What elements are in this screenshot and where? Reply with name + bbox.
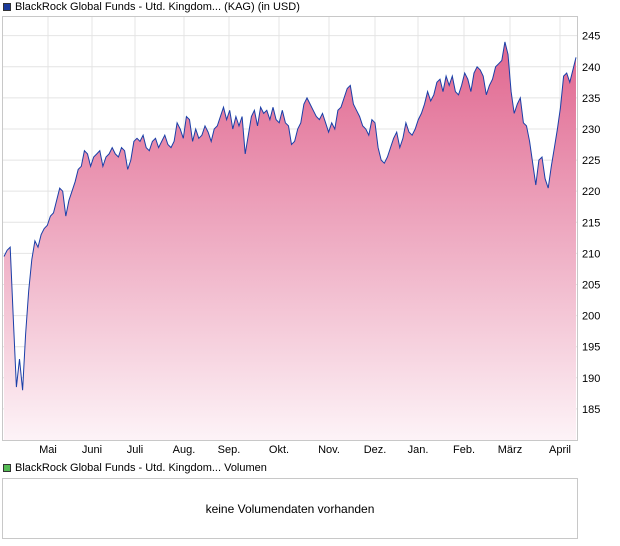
x-tick-label: Okt. [269,444,289,456]
price-chart: 185190195200205210215220225230235240245 … [3,17,600,456]
y-tick-label: 195 [582,342,600,354]
x-tick-label: Juli [127,444,144,456]
price-legend-swatch [3,3,11,11]
volume-legend-label: BlackRock Global Funds - Utd. Kingdom...… [15,462,267,474]
y-tick-label: 200 [582,311,600,323]
no-volume-message: keine Volumendaten vorhanden [205,501,375,516]
volume-legend: BlackRock Global Funds - Utd. Kingdom...… [3,461,267,475]
x-tick-label: Jan. [408,444,429,456]
x-tick-label: Nov. [318,444,340,456]
x-tick-label: Feb. [453,444,475,456]
y-tick-label: 215 [582,217,600,229]
volume-chart-panel: keine Volumendaten vorhanden [2,478,578,539]
x-tick-label: März [498,444,522,456]
volume-legend-swatch [3,464,11,472]
price-legend: BlackRock Global Funds - Utd. Kingdom...… [3,0,300,14]
y-tick-label: 245 [582,31,600,43]
y-tick-label: 220 [582,186,600,198]
x-tick-label: Mai [39,444,57,456]
y-tick-label: 225 [582,155,600,167]
x-tick-label: Juni [82,444,102,456]
y-tick-label: 235 [582,93,600,105]
y-axis-ticks: 185 190 195 200 205 210 215 220 225 230 235 240 245 [582,31,600,416]
y-tick-label: 240 [582,62,600,74]
x-tick-label: April [549,444,571,456]
price-line [3,41,577,391]
y-tick-label: 210 [582,248,600,260]
y-tick-label: 190 [582,373,600,385]
x-axis-ticks: Mai Juni Juli Aug. Sep. Okt. Nov. Dez. Jan. Feb. M… [39,444,571,456]
price-legend-label: BlackRock Global Funds - Utd. Kingdom...… [15,1,300,13]
x-tick-label: Sep. [218,444,241,456]
x-tick-label: Dez. [364,444,387,456]
y-tick-label: 230 [582,124,600,136]
price-chart-panel [2,16,578,441]
price-area [3,41,577,441]
price-area-fill [4,41,576,441]
y-tick-label: 205 [582,279,600,291]
x-tick-label: Aug. [173,444,196,456]
y-tick-label: 185 [582,404,600,416]
